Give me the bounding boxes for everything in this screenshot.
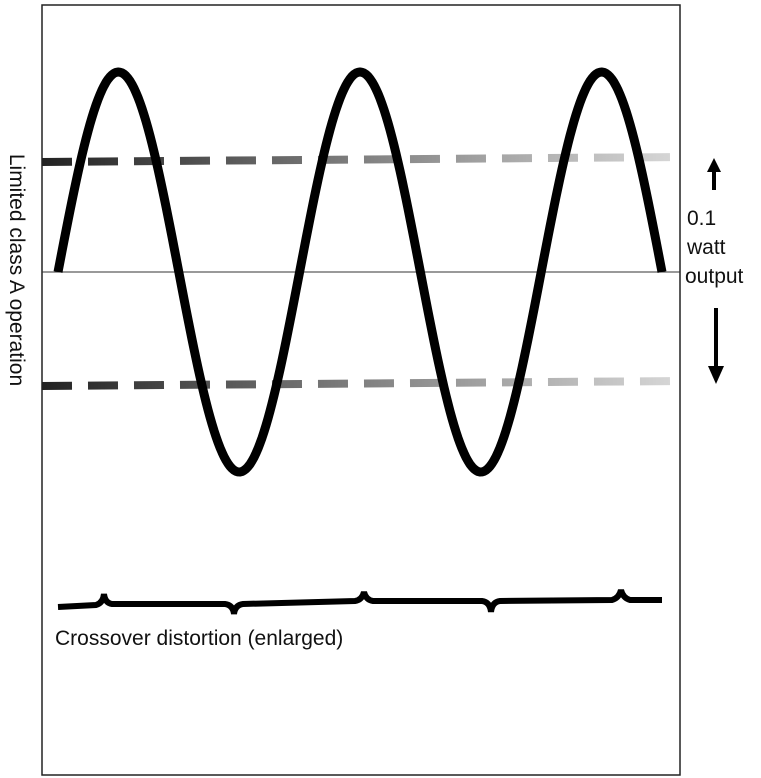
output-label: output: [685, 265, 744, 288]
crossover-line: [57, 589, 662, 615]
bottom-label: Crossover distortion (enlarged): [55, 627, 343, 650]
arrow-down-head: [708, 366, 724, 384]
lower-limit: [41, 377, 681, 390]
sine-wave: [53, 67, 667, 477]
upper-limit: [41, 153, 681, 166]
arrow-up-head: [707, 158, 721, 172]
frame: [41, 4, 681, 776]
side-label: Limited class A operation: [5, 154, 28, 386]
output-label: watt: [686, 236, 726, 259]
output-label: 0.1: [687, 207, 716, 230]
